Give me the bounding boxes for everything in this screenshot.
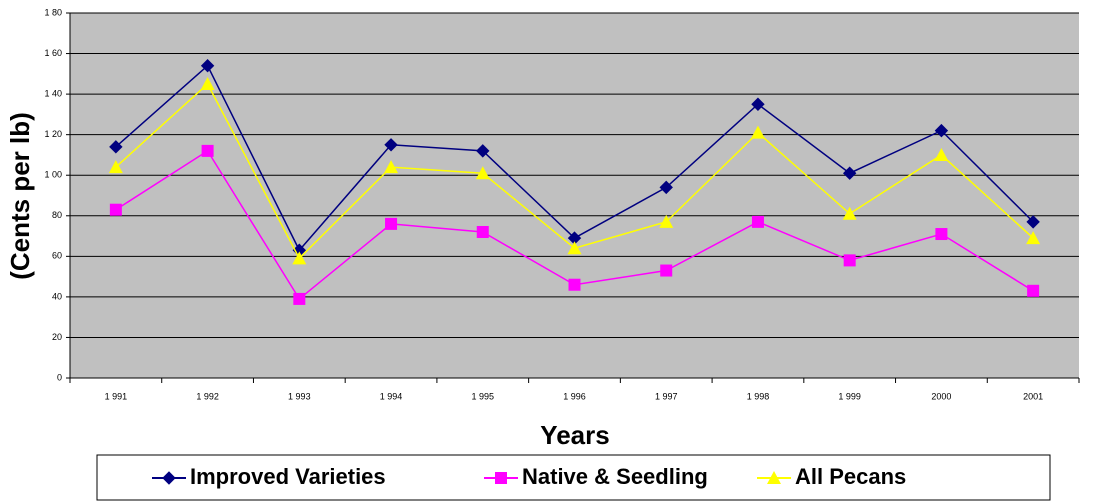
data-point xyxy=(384,138,398,152)
y-axis-title: (Cents per lb) xyxy=(5,112,35,280)
data-point xyxy=(385,217,398,230)
y-tick-label: 20 xyxy=(52,332,62,342)
legend-label: Improved Varieties xyxy=(190,464,386,489)
legend-marker xyxy=(767,471,781,484)
data-point xyxy=(292,251,307,265)
data-point xyxy=(108,160,123,174)
data-point xyxy=(1026,215,1040,229)
data-point xyxy=(200,59,215,73)
data-point xyxy=(384,160,399,174)
x-axis-title: Years xyxy=(540,420,609,450)
x-tick-label: 2001 xyxy=(1023,391,1043,401)
data-point xyxy=(201,144,214,157)
data-point xyxy=(659,214,674,228)
data-point xyxy=(751,215,764,228)
data-point xyxy=(843,254,856,267)
data-point xyxy=(567,241,582,255)
data-point xyxy=(842,206,857,220)
data-point xyxy=(1027,284,1040,297)
data-point xyxy=(476,144,490,158)
data-point xyxy=(660,264,673,277)
y-tick-label: 60 xyxy=(52,251,62,261)
x-tick-label: 1 997 xyxy=(655,391,678,401)
x-tick-label: 1 993 xyxy=(288,391,311,401)
x-tick-label: 1 998 xyxy=(747,391,770,401)
data-point xyxy=(751,97,765,111)
data-point xyxy=(750,125,765,139)
legend-label: Native & Seedling xyxy=(522,464,708,489)
data-point xyxy=(934,123,949,138)
y-tick-label: 1 00 xyxy=(44,170,62,180)
legend-marker xyxy=(495,472,507,484)
data-point xyxy=(568,278,581,291)
x-tick-label: 2000 xyxy=(931,391,951,401)
legend xyxy=(96,454,1051,501)
y-tick-label: 1 40 xyxy=(44,88,62,98)
data-point xyxy=(842,166,857,180)
data-point xyxy=(1026,231,1041,245)
data-point xyxy=(475,166,490,180)
data-point xyxy=(935,228,948,241)
plot-area xyxy=(70,13,1079,378)
data-point xyxy=(476,226,489,238)
y-tick-label: 1 80 xyxy=(44,7,62,17)
legend-label: All Pecans xyxy=(795,464,906,489)
x-tick-label: 1 995 xyxy=(472,391,495,401)
y-tick-label: 1 60 xyxy=(44,48,62,58)
x-tick-label: 1 992 xyxy=(196,391,219,401)
x-tick-label: 1 996 xyxy=(563,391,586,401)
data-point xyxy=(109,203,122,216)
x-tick-label: 1 999 xyxy=(838,391,861,401)
x-tick-label: 1 991 xyxy=(105,391,128,401)
data-point xyxy=(934,147,949,161)
data-point xyxy=(109,140,123,154)
data-point xyxy=(659,180,673,195)
legend-marker xyxy=(162,471,176,485)
y-tick-label: 80 xyxy=(52,210,62,220)
y-tick-label: 0 xyxy=(57,372,62,382)
y-tick-label: 40 xyxy=(52,291,62,301)
data-point xyxy=(200,76,215,90)
y-tick-label: 1 20 xyxy=(44,129,62,139)
data-point xyxy=(293,292,306,305)
x-tick-label: 1 994 xyxy=(380,391,403,401)
